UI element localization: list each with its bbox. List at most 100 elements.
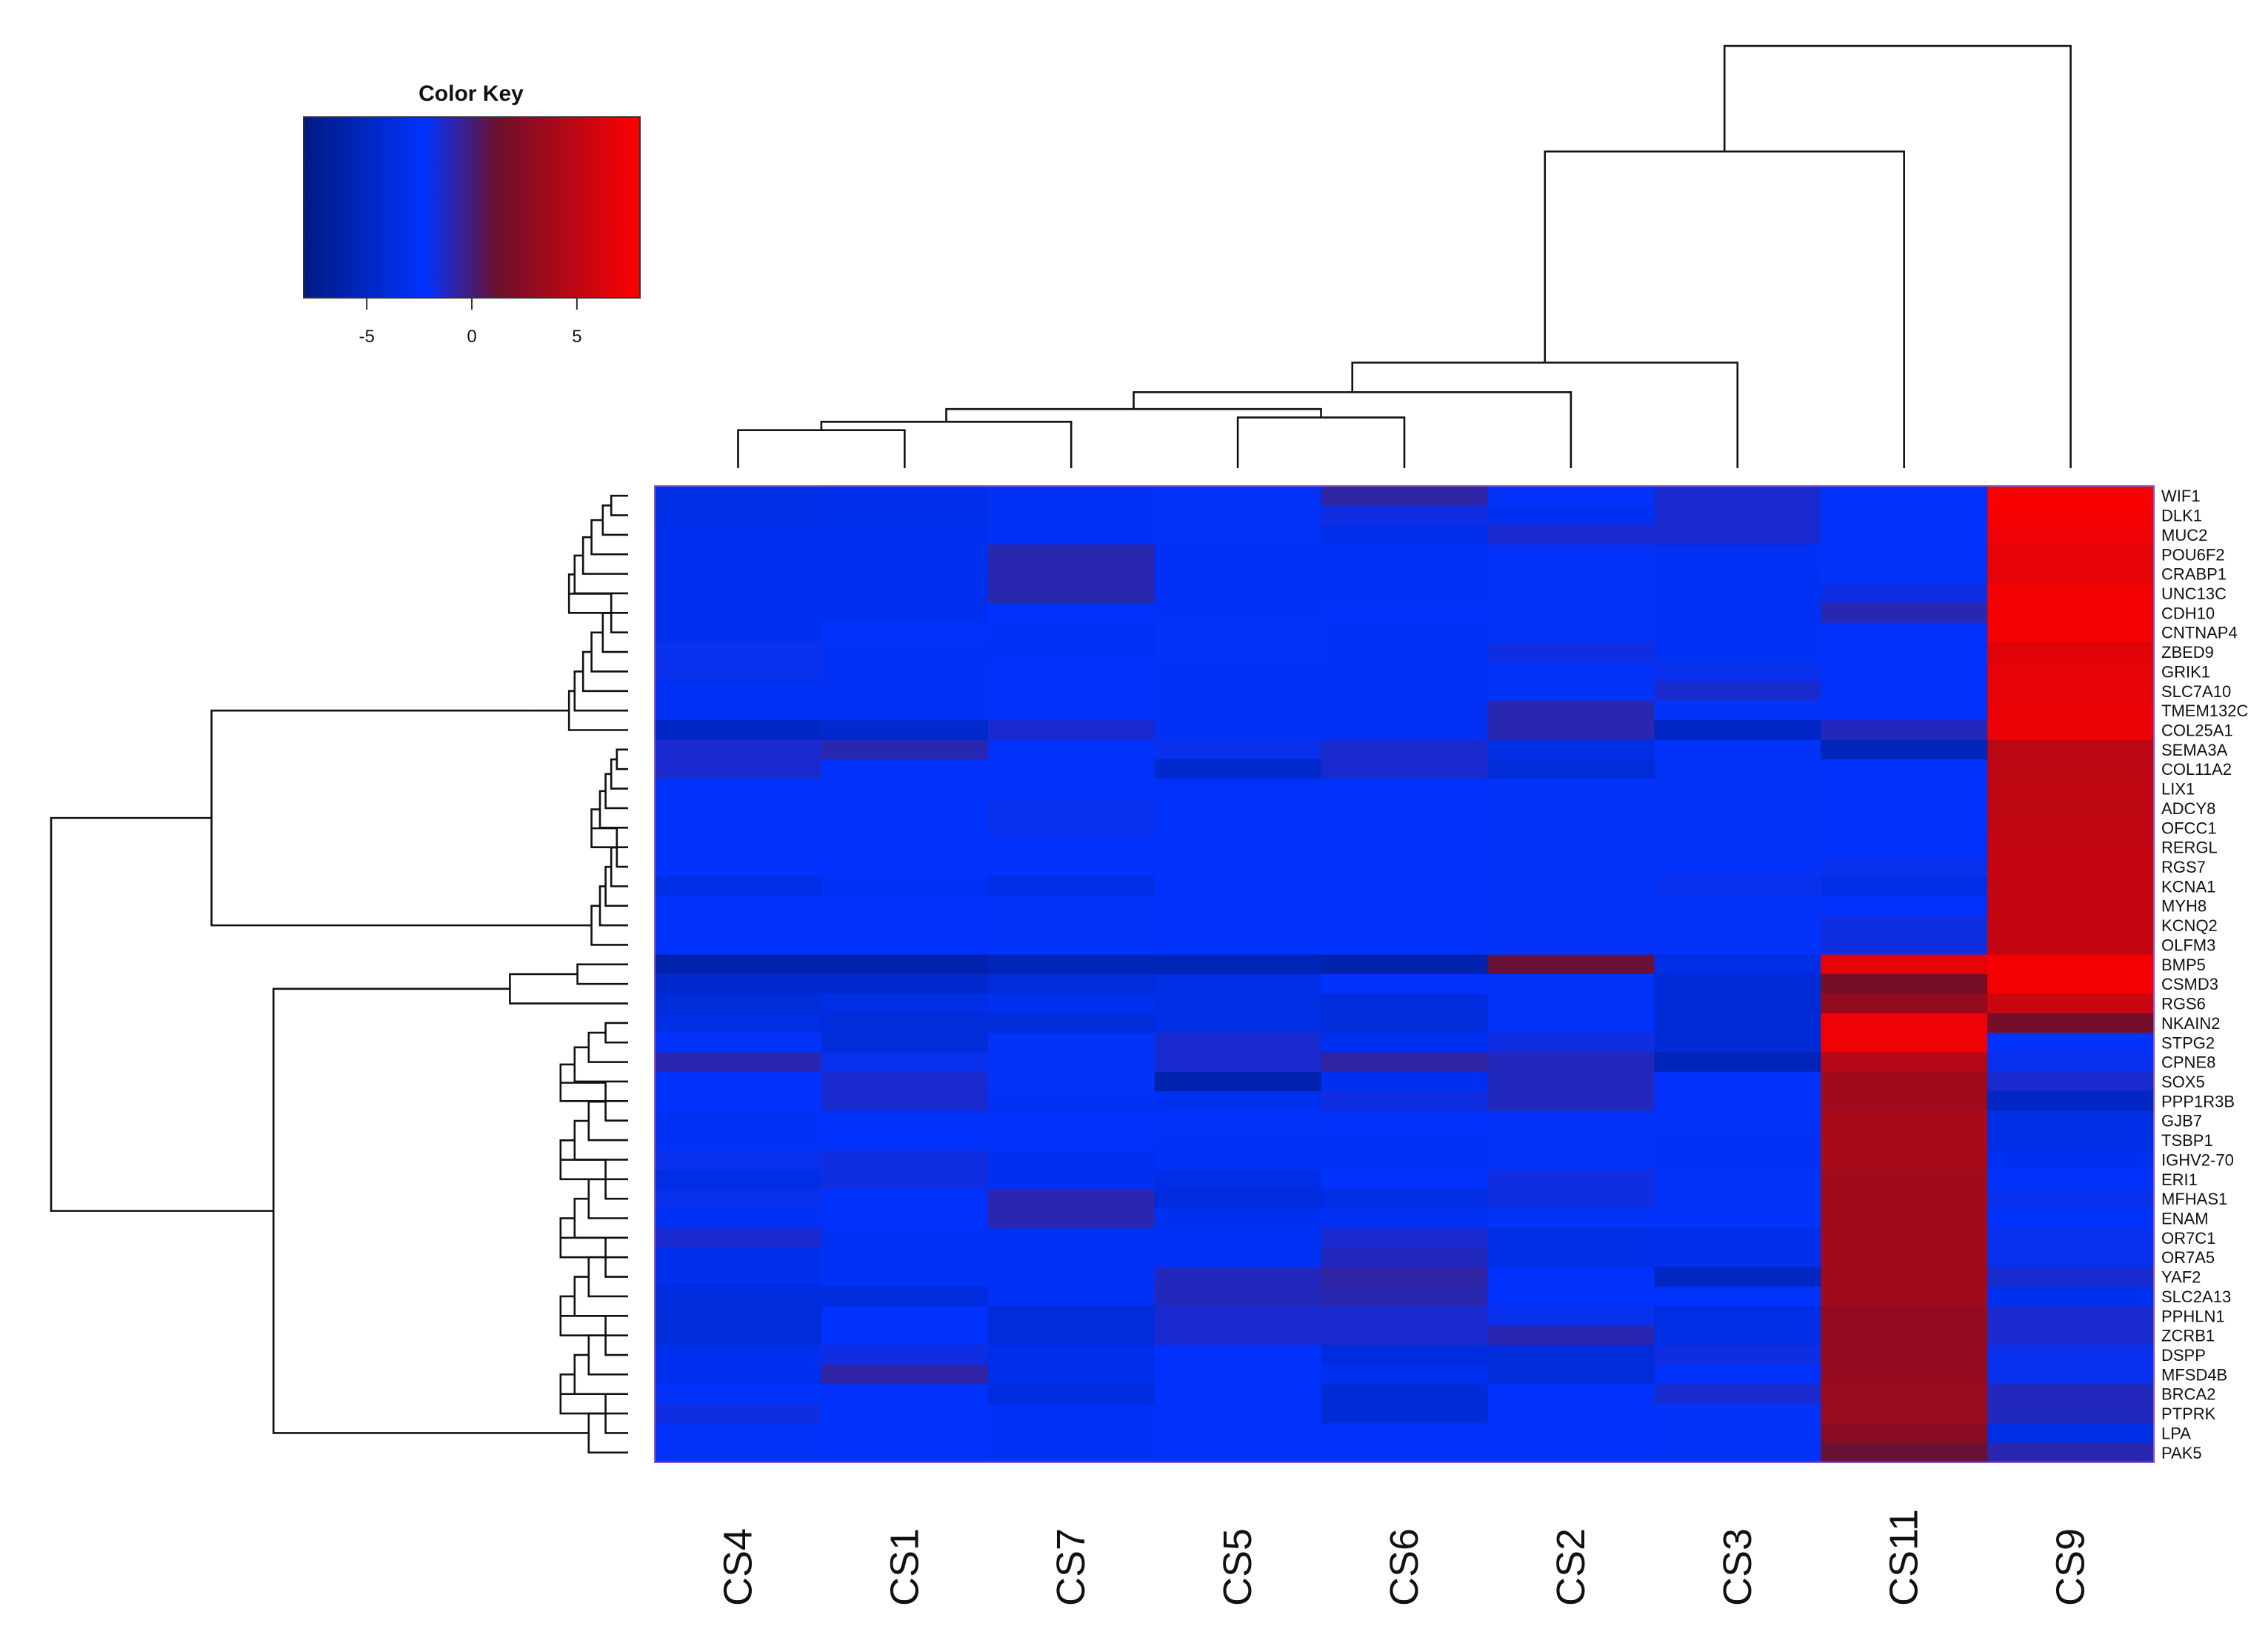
column-dendrogram <box>737 44 2072 468</box>
heatmap-cell-DLK1-CS5 <box>1154 505 1322 526</box>
row-label-PAK5: PAK5 <box>2161 1444 2202 1462</box>
heatmap-cell-OR7A5-CS1 <box>821 1247 989 1267</box>
heatmap-cell-LIX1-CS4 <box>655 779 822 799</box>
heatmap-cell-OLFM3-CS9 <box>1987 935 2155 956</box>
heatmap-cell-KCNA1-CS1 <box>821 876 989 897</box>
heatmap-cell-MUC2-CS11 <box>1821 524 1988 545</box>
color-key-gradient <box>303 116 641 299</box>
color-key-tick-label: 0 <box>467 327 476 347</box>
row-label-SOX5: SOX5 <box>2161 1073 2205 1091</box>
heatmap-cell-UNC13C-CS9 <box>1987 583 2155 604</box>
heatmap-cell-ERI1-CS2 <box>1487 1169 1655 1190</box>
heatmap-cell-MFHAS1-CS11 <box>1821 1188 1988 1209</box>
heatmap-cell-GJB7-CS4 <box>655 1110 822 1131</box>
heatmap-cell-ERI1-CS7 <box>987 1169 1155 1190</box>
heatmap-cell-OR7C1-CS4 <box>655 1227 822 1248</box>
heatmap-cell-MUC2-CS3 <box>1654 524 1821 545</box>
row-label-SLC2A13: SLC2A13 <box>2161 1287 2231 1306</box>
heatmap-cell-MFHAS1-CS7 <box>987 1188 1155 1209</box>
column-label-CS11: CS11 <box>1882 1509 1927 1606</box>
heatmap-cell-ENAM-CS7 <box>987 1208 1155 1229</box>
heatmap-cell-CSMD3-CS1 <box>821 974 989 994</box>
heatmap-cell-CRABP1-CS9 <box>1987 564 2155 584</box>
heatmap-cell-UNC13C-CS2 <box>1487 583 1655 604</box>
heatmap-cell-GJB7-CS2 <box>1487 1110 1655 1131</box>
heatmap-cell-WIF1-CS6 <box>1321 486 1489 506</box>
heatmap-cell-RGS7-CS7 <box>987 856 1155 877</box>
heatmap-cell-CSMD3-CS11 <box>1821 974 1988 994</box>
heatmap-cell-PAK5-CS3 <box>1654 1442 1821 1463</box>
heatmap-cell-CRABP1-CS2 <box>1487 564 1655 584</box>
heatmap-cell-COL25A1-CS7 <box>987 720 1155 741</box>
heatmap-cell-OFCC1-CS9 <box>1987 818 2155 839</box>
heatmap-cell-RERGL-CS7 <box>987 837 1155 858</box>
heatmap-cell-MFSD4B-CS7 <box>987 1365 1155 1385</box>
column-label-CS9: CS9 <box>2049 1528 2093 1606</box>
heatmap-cell-ZBED9-CS9 <box>1987 642 2155 662</box>
heatmap-cell-KCNA1-CS4 <box>655 876 822 897</box>
heatmap-cell-LIX1-CS5 <box>1154 779 1322 799</box>
heatmap-cell-GJB7-CS5 <box>1154 1110 1322 1131</box>
heatmap-cell-MFSD4B-CS5 <box>1154 1365 1322 1385</box>
heatmap-cell-TMEM132C-CS1 <box>821 700 989 721</box>
heatmap-cell-SLC7A10-CS1 <box>821 681 989 702</box>
row-label-CNTNAP4: CNTNAP4 <box>2161 624 2238 642</box>
heatmap-cell-DSPP-CS6 <box>1321 1345 1489 1365</box>
heatmap-cell-SLC2A13-CS3 <box>1654 1286 1821 1307</box>
row-dendrogram-branch-17 <box>598 790 628 829</box>
row-label-CSMD3: CSMD3 <box>2161 975 2218 993</box>
row-label-DLK1: DLK1 <box>2161 507 2202 525</box>
heatmap-cell-PPHLN1-CS2 <box>1487 1306 1655 1327</box>
heatmap-cell-YAF2-CS11 <box>1821 1267 1988 1287</box>
heatmap-cell-COL11A2-CS5 <box>1154 759 1322 779</box>
heatmap-cell-MUC2-CS5 <box>1154 524 1322 545</box>
heatmap-cell-KCNA1-CS3 <box>1654 876 1821 897</box>
heatmap-cell-BRCA2-CS3 <box>1654 1384 1821 1405</box>
heatmap-cell-SLC7A10-CS5 <box>1154 681 1322 702</box>
heatmap-cell-MFSD4B-CS4 <box>655 1365 822 1385</box>
heatmap-cell-ENAM-CS3 <box>1654 1208 1821 1229</box>
heatmap-cell-CDH10-CS2 <box>1487 603 1655 624</box>
heatmap-cell-NKAIN2-CS7 <box>987 1013 1155 1033</box>
heatmap-cell-UNC13C-CS3 <box>1654 583 1821 604</box>
heatmap-cell-RGS6-CS7 <box>987 993 1155 1014</box>
row-dendrogram-branch-2 <box>601 504 628 536</box>
heatmap-cell-ADCY8-CS1 <box>821 798 989 819</box>
heatmap-cell-PPP1R3B-CS4 <box>655 1091 822 1112</box>
column-dendrogram-branch-5 <box>1133 391 1572 468</box>
row-label-GJB7: GJB7 <box>2161 1112 2202 1130</box>
heatmap-cell-KCNQ2-CS11 <box>1821 915 1988 936</box>
heatmap-cell-TMEM132C-CS4 <box>655 700 822 721</box>
heatmap-cell-RGS7-CS4 <box>655 856 822 877</box>
heatmap-cell-TMEM132C-CS11 <box>1821 700 1988 721</box>
heatmap-cell-DLK1-CS7 <box>987 505 1155 526</box>
heatmap-cell-POU6F2-CS3 <box>1654 544 1821 565</box>
heatmap-cell-BMP5-CS4 <box>655 954 822 975</box>
heatmap-cell-BRCA2-CS7 <box>987 1384 1155 1405</box>
heatmap-cell-ENAM-CS2 <box>1487 1208 1655 1229</box>
heatmap-cell-ZBED9-CS3 <box>1654 642 1821 662</box>
heatmap-cell-SLC2A13-CS2 <box>1487 1286 1655 1307</box>
heatmap-cell-ERI1-CS11 <box>1821 1169 1988 1190</box>
heatmap-cell-CSMD3-CS6 <box>1321 974 1489 994</box>
heatmap-cell-MFSD4B-CS1 <box>821 1365 989 1385</box>
heatmap-cell-LPA-CS2 <box>1487 1423 1655 1444</box>
heatmap-cell-WIF1-CS11 <box>1821 486 1988 506</box>
heatmap-cell-DSPP-CS5 <box>1154 1345 1322 1365</box>
color-key-tick-label: 5 <box>572 327 581 347</box>
heatmap-cell-ZBED9-CS5 <box>1154 642 1322 662</box>
heatmap-cell-IGHV2-70-CS2 <box>1487 1150 1655 1170</box>
heatmap-cell-ENAM-CS6 <box>1321 1208 1489 1229</box>
heatmap-cell-OFCC1-CS6 <box>1321 818 1489 839</box>
heatmap-cell-SOX5-CS7 <box>987 1071 1155 1092</box>
heatmap-cell-PTPRK-CS11 <box>1821 1403 1988 1424</box>
heatmap-cell-SLC2A13-CS5 <box>1154 1286 1322 1307</box>
row-label-COL25A1: COL25A1 <box>2161 722 2233 740</box>
heatmap-cell-CNTNAP4-CS5 <box>1154 622 1322 643</box>
heatmap-cell-TMEM132C-CS5 <box>1154 700 1322 721</box>
heatmap-cell-BMP5-CS3 <box>1654 954 1821 975</box>
heatmap-cell-SOX5-CS5 <box>1154 1071 1322 1092</box>
heatmap-cell-STPG2-CS6 <box>1321 1033 1489 1053</box>
heatmap-cell-WIF1-CS7 <box>987 486 1155 506</box>
heatmap-cell-OR7A5-CS4 <box>655 1247 822 1267</box>
